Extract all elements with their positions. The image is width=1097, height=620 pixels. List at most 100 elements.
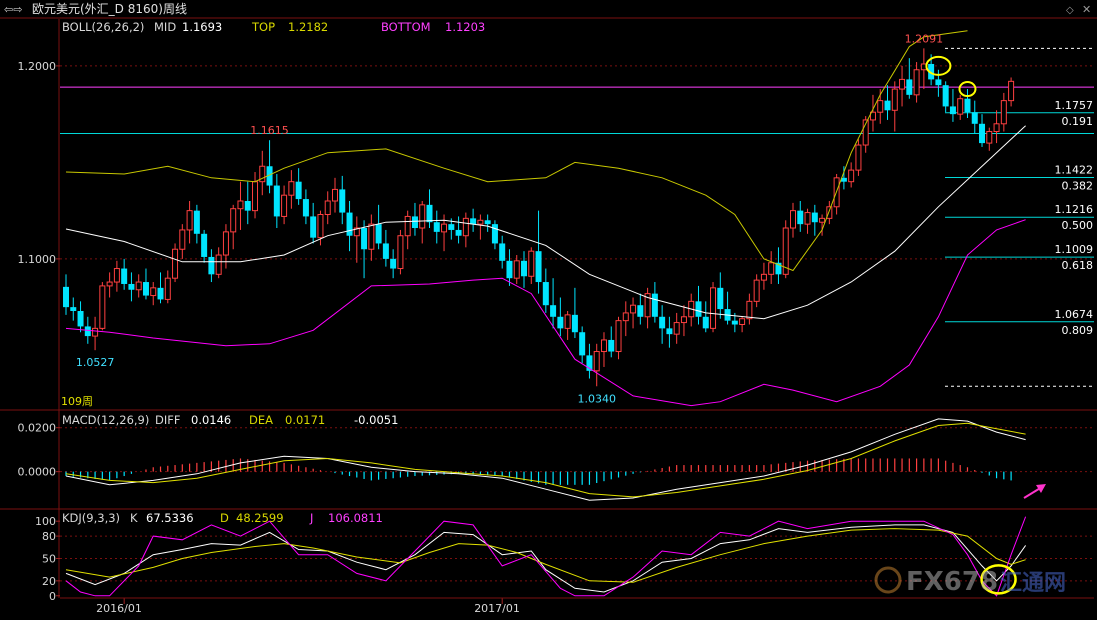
x-tick-label: 2017/01: [474, 602, 520, 615]
candle-body: [862, 119, 869, 146]
candle-body: [281, 194, 288, 217]
kdj-d-line: [65, 528, 1026, 583]
period-label: 109周: [61, 395, 93, 408]
y-tick-label: 100: [35, 515, 56, 528]
candle-body: [593, 351, 600, 372]
candle: [848, 162, 855, 188]
candle-body: [310, 216, 317, 238]
candle: [1008, 77, 1015, 107]
maximize-icon[interactable]: ◇: [1066, 5, 1074, 16]
candle: [433, 210, 440, 244]
candle-body: [368, 223, 375, 250]
candle: [630, 297, 637, 329]
candle: [317, 210, 324, 246]
candle: [324, 191, 331, 225]
candle: [782, 220, 789, 279]
candle-body: [84, 326, 91, 337]
candle-body: [550, 305, 557, 317]
candle: [855, 139, 862, 176]
candle-body: [710, 287, 717, 329]
candle-body: [157, 287, 164, 300]
annotations: [925, 55, 1046, 595]
candle: [550, 278, 557, 329]
candle-body: [644, 293, 651, 318]
y-tick-label: 1.2000: [18, 60, 57, 73]
candle-body: [564, 314, 571, 329]
close-icon[interactable]: ✕: [1082, 3, 1091, 16]
candle: [186, 200, 193, 244]
candle: [899, 65, 906, 107]
candle-body: [695, 301, 702, 317]
candle: [266, 140, 273, 194]
candle-body: [768, 262, 775, 275]
candle: [739, 316, 746, 333]
legend-item: 48.2599: [236, 511, 284, 525]
candle: [462, 212, 469, 248]
candle: [208, 249, 215, 283]
candle-body: [797, 210, 804, 225]
candle: [964, 89, 971, 119]
candle-body: [113, 268, 120, 283]
candle: [790, 202, 796, 238]
candle: [666, 316, 673, 348]
annotation-ellipse: [958, 81, 977, 98]
candle: [564, 310, 571, 340]
y-tick-label: 0: [49, 590, 56, 603]
candle-body: [302, 199, 309, 217]
candle-body: [63, 286, 69, 308]
candle-body: [513, 260, 520, 279]
candle: [215, 247, 222, 279]
candle: [615, 316, 622, 360]
candle-body: [237, 200, 244, 210]
fib-price-label: 1.0674: [1055, 308, 1094, 321]
candle-body: [121, 268, 128, 284]
candle-body: [630, 304, 637, 314]
candle: [702, 301, 709, 333]
legend-item: BOLL(26,26,2): [62, 20, 144, 34]
grid-lines: [60, 65, 1094, 582]
candle: [659, 305, 666, 344]
candle-body: [753, 279, 760, 302]
candle-body: [949, 106, 956, 115]
back-forward-icon[interactable]: ⇦⇨: [4, 3, 22, 16]
boll-bottom-line: [65, 219, 1026, 407]
candle-body: [942, 85, 949, 107]
macd-legend: MACD(12,26,9) DIFF 0.0146 DEA 0.0171 -0.0051: [62, 413, 398, 427]
legend-item: 67.5336: [146, 511, 194, 525]
candle-body: [964, 98, 971, 113]
candle-body: [273, 185, 280, 217]
candle-body: [448, 224, 455, 230]
candle-body: [208, 256, 215, 275]
candle-body: [571, 314, 578, 333]
fib-ratio-label: 0.191: [1062, 115, 1094, 128]
candle: [884, 85, 891, 120]
candle: [579, 326, 586, 364]
candle-body: [186, 210, 193, 231]
candle: [92, 316, 99, 351]
candle-body: [222, 231, 229, 256]
fib-ratio-label: 0.618: [1062, 259, 1094, 272]
y-tick-label: 0.0200: [18, 422, 57, 435]
legend-item: 0.0146: [191, 413, 231, 427]
candle: [113, 260, 120, 292]
candle-body: [622, 312, 629, 322]
candle-body: [957, 98, 964, 115]
candle: [644, 287, 651, 329]
candle-body: [230, 208, 237, 233]
candle-body: [659, 316, 666, 329]
candle: [150, 282, 157, 306]
price-extreme-label: 1.0340: [577, 392, 616, 405]
macd-diff-line: [65, 418, 1026, 501]
candle-body: [346, 212, 353, 236]
fib-price-label: 1.1422: [1055, 163, 1094, 176]
candle-body: [971, 112, 978, 124]
kdj-k-line: [65, 524, 1027, 593]
legend-item: MID: [154, 20, 176, 34]
candle: [237, 181, 244, 230]
candle-body: [441, 223, 448, 233]
candle: [840, 166, 847, 190]
candle-body: [746, 300, 753, 320]
candle-body: [869, 111, 876, 121]
